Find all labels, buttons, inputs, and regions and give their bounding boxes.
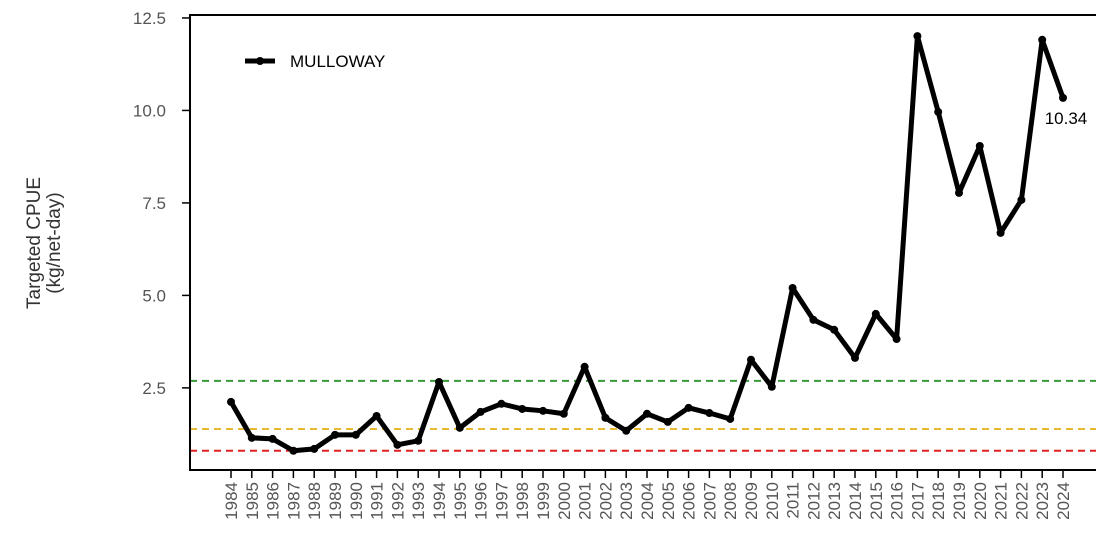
data-point (476, 407, 485, 416)
data-point (518, 404, 527, 413)
x-tick-label: 1990 (347, 482, 366, 520)
data-point (247, 433, 256, 442)
data-point (747, 355, 755, 364)
data-point (892, 335, 901, 344)
data-point (934, 107, 943, 116)
x-tick-label: 2008 (721, 482, 740, 520)
data-point (705, 409, 714, 418)
data-point (393, 440, 402, 449)
data-point (788, 284, 797, 292)
x-tick-label: 2018 (929, 482, 948, 520)
x-tick-label: 2011 (784, 482, 803, 519)
x-tick-label: 1985 (243, 482, 262, 520)
y-axis-label-line: Targeted CPUE (24, 177, 45, 309)
data-point (663, 417, 672, 426)
x-tick-label: 1991 (368, 482, 387, 520)
x-tick-label: 2001 (576, 482, 595, 520)
x-tick-label: 2004 (638, 482, 657, 520)
data-point (913, 32, 922, 41)
x-tick-label: 1992 (388, 482, 407, 520)
x-tick-label: 2002 (596, 482, 615, 520)
y-axis-label-line: (kg/net-day) (44, 192, 65, 293)
legend-label: MULLOWAY (290, 52, 385, 71)
x-tick-label: 2003 (617, 482, 636, 520)
data-point (1017, 195, 1026, 204)
data-point (539, 406, 547, 415)
data-point (227, 397, 235, 406)
x-tick-label: 2013 (825, 482, 844, 520)
data-point (580, 362, 589, 371)
data-point (643, 409, 651, 418)
data-point (767, 382, 776, 391)
x-tick-label: 1987 (284, 482, 303, 520)
data-point (996, 228, 1005, 237)
data-point (871, 309, 880, 318)
data-point (351, 430, 360, 439)
x-tick-label: 1993 (409, 482, 428, 520)
y-tick-label: 7.5 (142, 194, 166, 213)
x-tick-label: 1984 (222, 482, 241, 520)
x-tick-label: 2014 (846, 482, 865, 520)
x-tick-label: 2005 (659, 482, 678, 520)
plot-frame (189, 14, 1096, 471)
data-point (601, 413, 610, 422)
data-point (975, 141, 984, 150)
data-point (559, 409, 568, 418)
data-point (268, 434, 277, 443)
x-tick-label: 2009 (742, 482, 761, 520)
x-tick-label: 2015 (867, 482, 886, 520)
y-tick-label: 2.5 (142, 379, 166, 398)
x-tick-label: 2017 (908, 482, 927, 520)
x-tick-label: 1989 (326, 482, 345, 520)
data-point (455, 423, 464, 432)
x-tick-label: 1996 (472, 482, 491, 520)
data-point (955, 188, 963, 197)
x-tick-label: 2016 (888, 482, 907, 520)
x-tick-label: 2010 (763, 482, 782, 520)
data-point (310, 444, 319, 453)
x-tick-label: 1999 (534, 482, 553, 520)
data-label: 10.34 (1045, 109, 1088, 128)
y-axis-label: Targeted CPUE (kg/net-day) (24, 177, 65, 309)
y-tick-label: 12.5 (133, 9, 166, 28)
x-tick-label: 1997 (492, 482, 511, 520)
data-point (372, 411, 381, 420)
x-tick-label: 2021 (992, 482, 1011, 520)
data-point (726, 414, 735, 423)
data-point (622, 426, 631, 435)
data-point (331, 430, 339, 439)
x-tick-label: 1998 (513, 482, 532, 520)
x-tick-label: 2023 (1033, 482, 1052, 520)
x-tick-label: 2012 (804, 482, 823, 520)
x-tick-label: 1986 (264, 482, 283, 520)
x-tick-label: 1994 (430, 482, 449, 520)
x-tick-label: 2019 (950, 482, 969, 520)
data-point (414, 436, 423, 445)
data-point (809, 315, 818, 324)
x-tick-label: 2022 (1012, 482, 1031, 520)
y-tick-label: 5.0 (142, 286, 166, 305)
data-point (1059, 93, 1067, 102)
data-point (851, 353, 859, 362)
data-point (830, 325, 839, 334)
x-tick-label: 2000 (555, 482, 574, 520)
data-line (228, 33, 1066, 454)
x-tick-label: 2006 (680, 482, 699, 520)
data-point (684, 403, 693, 412)
legend-marker (256, 57, 264, 65)
data-point (497, 399, 506, 408)
x-tick-label: 1988 (305, 482, 324, 520)
x-tick-label: 2007 (700, 482, 719, 520)
data-point (289, 446, 298, 455)
data-point (435, 377, 443, 386)
data-point (1038, 35, 1047, 44)
x-tick-label: 2020 (971, 482, 990, 520)
x-tick-label: 1995 (451, 482, 470, 520)
x-tick-label: 2024 (1054, 482, 1073, 520)
y-tick-label: 10.0 (133, 101, 166, 120)
